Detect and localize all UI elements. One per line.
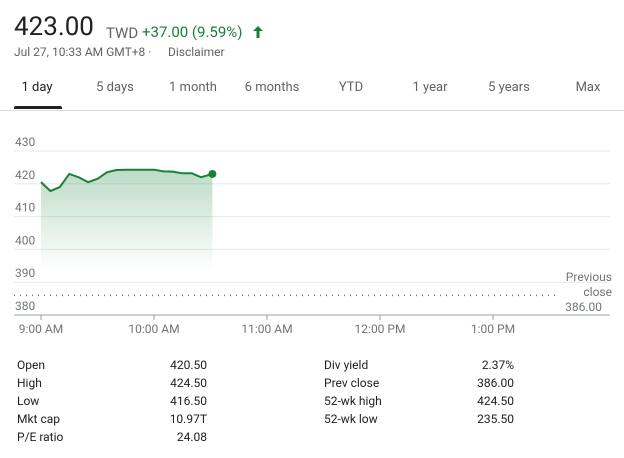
range-tab[interactable]: 5 days [96, 80, 134, 95]
stat-value: 235.50 [477, 412, 514, 426]
range-tab[interactable]: YTD [338, 80, 364, 95]
range-tab[interactable]: 1 month [169, 80, 217, 95]
range-tab[interactable]: 1 year [412, 80, 448, 95]
stat-value: 386.00 [477, 376, 514, 390]
currency: TWD [106, 24, 139, 42]
stat-label: Mkt cap [17, 412, 61, 426]
disclaimer-link[interactable]: Disclaimer [168, 45, 225, 59]
stat-value: 416.50 [170, 394, 207, 408]
y-tick-label: 420 [15, 168, 35, 182]
change: +37.00 (9.59%) [142, 23, 243, 41]
stat-label: Low [17, 394, 40, 408]
x-tick-label: 1:00 PM [471, 322, 515, 336]
tab-indicator [14, 106, 62, 109]
range-tab[interactable]: 1 day [21, 80, 53, 95]
chart: 380 390 400 410 420 430 9:00 AM 10:00 AM 11:00 A… [14, 135, 610, 336]
y-tick-label: 410 [15, 201, 35, 215]
x-tick-label: 11:00 AM [241, 322, 292, 336]
stat-value: 2.37% [481, 358, 514, 372]
x-tick-label: 12:00 PM [355, 322, 406, 336]
stat-label: Prev close [324, 376, 380, 390]
range-tabs: 1 day 5 days 1 month 6 months YTD 1 year 5 yea… [0, 70, 624, 111]
stat-value: 424.50 [477, 394, 514, 408]
reference-value: 386.00 [565, 300, 602, 314]
timestamp: Jul 27, 10:33 AM GMT+8 · [14, 45, 152, 59]
stat-label: High [17, 376, 42, 390]
price-line [40, 168, 213, 193]
y-tick-label: 380 [15, 299, 35, 313]
y-tick-label: 400 [15, 233, 35, 247]
stat-value: 24.08 [176, 430, 207, 444]
stat-label: Open [17, 358, 45, 372]
area [41, 169, 213, 271]
stat-label: Div yield [324, 358, 369, 372]
price: 423.00 [14, 12, 94, 42]
last-point [208, 169, 217, 178]
range-tab[interactable]: 5 years [488, 80, 530, 95]
x-tick-label: 9:00 AM [19, 322, 63, 336]
reference-label: Previous close [565, 270, 612, 299]
stat-value: 424.50 [170, 376, 207, 390]
stat-value: 420.50 [170, 358, 207, 372]
stat-value: 10.97T [169, 412, 207, 426]
y-tick-label: 430 [15, 135, 35, 149]
range-tab[interactable]: 6 months [244, 80, 300, 95]
range-tab[interactable]: Max [575, 80, 601, 95]
up-arrow [253, 26, 263, 38]
y-tick-label: 390 [15, 266, 35, 280]
stat-label: P/E ratio [17, 430, 64, 444]
stat-label: 52-wk high [324, 394, 382, 408]
x-tick-label: 10:00 AM [128, 322, 179, 336]
stat-label: 52-wk low [324, 412, 378, 426]
